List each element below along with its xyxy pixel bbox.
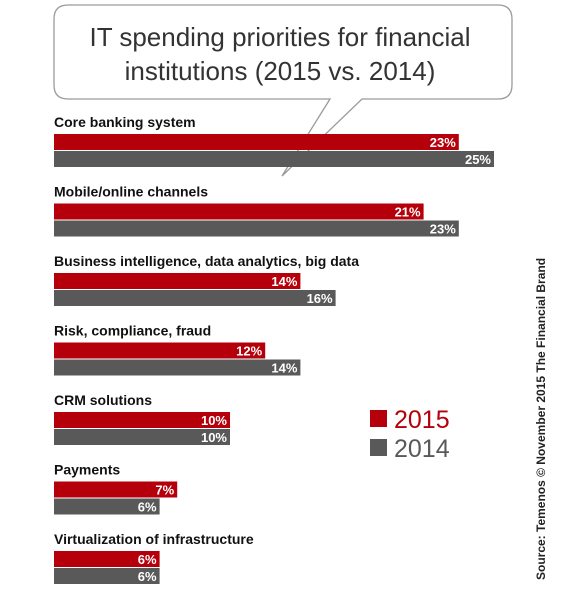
bar-2014 [54,220,459,237]
source-note: Source: Temenos © November 2015 The Fina… [534,258,548,580]
value-label-2015: 23% [430,135,456,150]
bar-2015 [54,551,160,567]
value-label-2014: 23% [430,222,456,237]
category-label: Mobile/online channels [54,184,208,200]
bar-2014 [54,290,336,306]
value-label-2015: 14% [271,274,297,289]
legend-swatch-2014 [370,439,387,456]
title-callout: IT spending priorities for financial ins… [53,4,513,177]
value-label-2015: 21% [395,205,421,220]
bar-2014 [54,429,230,445]
value-label-2014: 14% [271,361,297,376]
bar-2014 [54,568,160,584]
bar-2015 [54,134,459,150]
category-label: Risk, compliance, fraud [54,323,211,339]
category-label: Core banking system [54,114,196,130]
bar-2015 [54,412,230,428]
value-label-2015: 12% [236,344,262,359]
bar-2015 [54,342,266,359]
value-label-2014: 6% [138,569,157,584]
bar-2014 [54,151,494,167]
legend-swatch-2015 [370,410,387,427]
value-label-2014: 16% [307,291,333,306]
bar-2014 [54,498,160,515]
value-label-2014: 10% [201,430,227,445]
bar-2015 [54,203,424,220]
value-label-2015: 6% [138,552,157,567]
category-label: CRM solutions [54,392,152,408]
value-label-2015: 7% [155,483,174,498]
bars-group: Core banking system 23% 25% Mobile/online c… [54,114,494,584]
category-label: Virtualization of infrastructure [54,531,254,547]
value-label-2015: 10% [201,413,227,428]
bar-2014 [54,359,301,376]
bar-2015 [54,481,178,498]
value-label-2014: 6% [138,500,157,515]
legend-label-2015: 2015 [394,406,450,434]
legend-label-2014: 2014 [394,435,450,463]
category-label: Business intelligence, data analytics, b… [54,253,359,269]
value-label-2014: 25% [465,152,491,167]
chart-title-line-2: institutions (2015 vs. 2014) [125,56,436,86]
category-label: Payments [54,462,120,478]
bar-2015 [54,273,301,289]
chart-title-line-1: IT spending priorities for financial [89,22,470,52]
